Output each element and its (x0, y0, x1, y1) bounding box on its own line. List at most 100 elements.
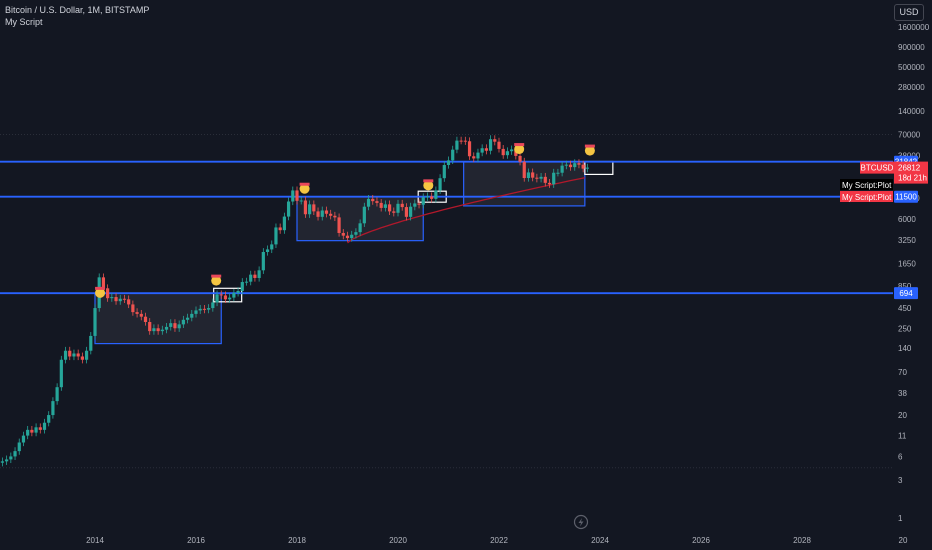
candle-body (312, 204, 316, 212)
candle-body (84, 350, 89, 360)
candle-body (72, 353, 76, 357)
candle-body (38, 427, 42, 430)
price-tick-label: 70 (898, 368, 907, 377)
candle-body (484, 148, 488, 151)
candle-body (198, 308, 202, 311)
candle-body (556, 172, 560, 174)
plot-label-text: My Script:Plot (842, 193, 892, 202)
price-tick-label: 140 (898, 344, 912, 353)
candle-body (215, 294, 219, 303)
candle-body (413, 203, 417, 207)
candle-body (21, 435, 26, 443)
candle-body (110, 297, 114, 299)
emoji-face-icon (514, 144, 525, 155)
candle-body (333, 215, 337, 218)
candle-body (114, 297, 118, 302)
candle-body (480, 148, 484, 153)
candle-body (324, 210, 329, 214)
price-tick-label: 850 (898, 282, 912, 291)
candle-body (585, 167, 589, 169)
candle-body (13, 451, 17, 457)
emoji-face-icon (95, 287, 106, 298)
emoji-hat-icon (584, 144, 595, 148)
candle-body (543, 176, 547, 183)
candle-body (118, 298, 122, 302)
range-box (94, 292, 222, 345)
candle-body (518, 155, 522, 162)
candle-body (26, 429, 30, 436)
candle-body (106, 288, 110, 299)
candle-body (148, 321, 152, 332)
chart-legend: Bitcoin / U.S. Dollar, 1M, BITSTAMP My S… (5, 5, 149, 28)
candle-body (278, 227, 282, 231)
candle-body (345, 235, 350, 239)
emoji-face-icon (584, 145, 595, 156)
candle-body (190, 313, 194, 318)
candle-body (9, 456, 13, 460)
candle-body (68, 350, 72, 357)
tradingview-logo (573, 514, 589, 530)
candle-body (101, 277, 106, 289)
price-tick-label: 140000 (898, 107, 925, 116)
candles (0, 135, 589, 467)
candle-body (451, 149, 455, 161)
currency-button[interactable]: USD (894, 4, 924, 21)
candle-body (383, 204, 387, 208)
script-title: My Script (5, 17, 43, 27)
price-tick-label: 500000 (898, 63, 925, 72)
time-tick-label: 20 (899, 536, 908, 545)
price-tick-label: 70000 (898, 131, 921, 140)
candle-body (156, 328, 160, 332)
candle-body (442, 165, 446, 179)
candle-body (244, 281, 249, 283)
candle-body (55, 387, 59, 402)
candle-body (131, 304, 135, 313)
price-tick-label: 900000 (898, 43, 925, 52)
candle-body (421, 197, 425, 205)
candle-body (387, 204, 392, 212)
candle-body (375, 201, 379, 203)
candle-body (400, 203, 404, 208)
emoji-hat-icon (95, 286, 106, 290)
time-tick-label: 2020 (389, 536, 407, 545)
candle-body (476, 152, 480, 159)
price-tick-label: 250 (898, 324, 912, 333)
price-tick-label: 11 (898, 432, 907, 441)
symbol-title: Bitcoin / U.S. Dollar, 1M, BITSTAMP (5, 5, 150, 15)
last-price-label: 26812 (898, 164, 921, 173)
candle-body (80, 356, 84, 360)
candle-body (181, 319, 185, 325)
candle-body (497, 141, 501, 149)
candle-body (286, 201, 291, 217)
candle-body (329, 213, 333, 216)
candle-body (362, 206, 366, 224)
candle-body (211, 302, 215, 309)
time-tick-label: 2026 (692, 536, 710, 545)
candle-body (47, 415, 51, 423)
candle-body (564, 164, 568, 166)
emoji-face-icon (423, 180, 434, 191)
candle-body (568, 164, 573, 168)
price-tick-label: 1 (898, 514, 903, 523)
time-axis[interactable]: 2014 2016 2018 2020 2022 2024 2026 2028 20 (86, 536, 908, 545)
candle-body (240, 282, 244, 291)
candle-body (341, 232, 345, 236)
candle-body (143, 316, 148, 322)
candle-body (93, 308, 97, 336)
grid-lines (0, 134, 893, 469)
time-tick-label: 2024 (591, 536, 609, 545)
candle-body (0, 461, 5, 463)
candle-body (299, 200, 303, 202)
candle-body (438, 178, 442, 191)
candle-body (459, 140, 463, 142)
candle-body (404, 207, 409, 217)
price-tick-label: 6000 (898, 215, 916, 224)
candle-body (535, 177, 539, 179)
candle-body (223, 295, 228, 300)
candle-body (505, 151, 510, 156)
symbol-badge-label: BTCUSD (861, 164, 894, 173)
candle-body (59, 359, 63, 388)
